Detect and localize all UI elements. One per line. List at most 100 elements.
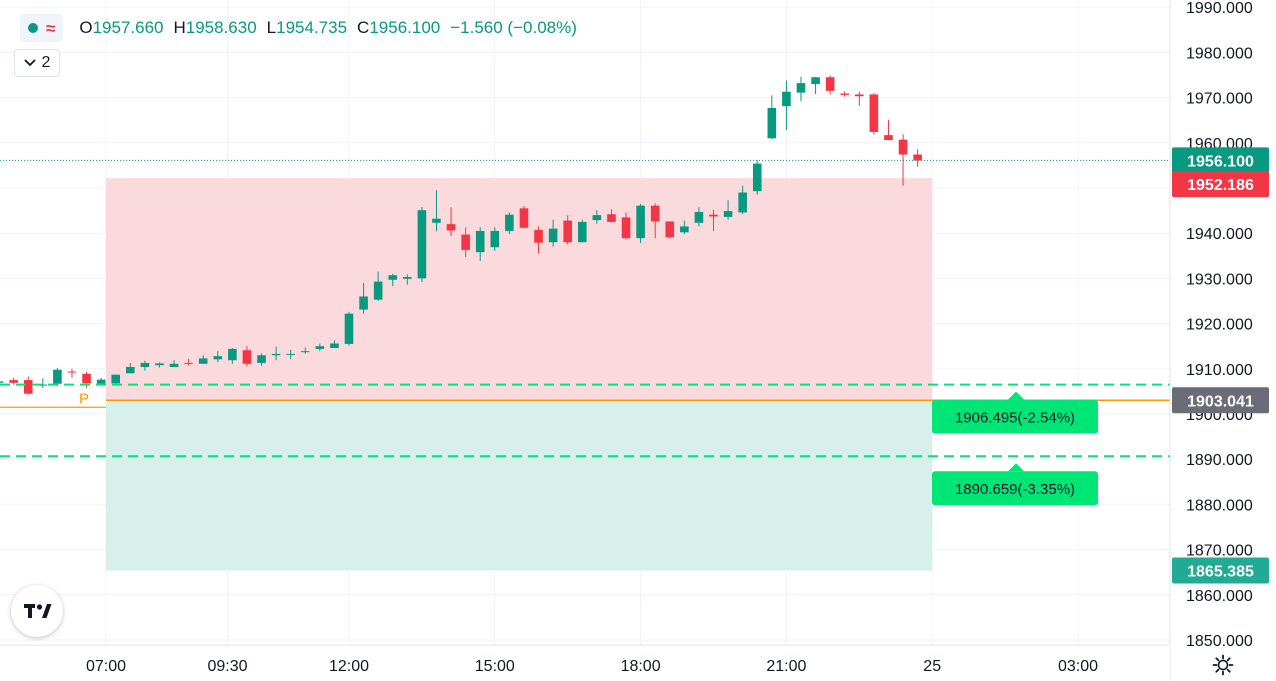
candle-body [96, 379, 106, 384]
price-tick-label: 1880.000 [1186, 497, 1253, 514]
order-label-text: 1906.495(-2.54%) [955, 410, 1075, 427]
candle-body [53, 369, 62, 384]
candle-body [9, 380, 18, 383]
candle-body [359, 296, 368, 310]
candle [913, 149, 922, 167]
candle [796, 76, 806, 102]
candle-body [898, 139, 908, 155]
candle [752, 160, 762, 195]
candle-body [811, 77, 820, 85]
candle [344, 311, 354, 346]
candle [490, 227, 500, 251]
candle-body [752, 163, 762, 192]
candle [709, 209, 718, 231]
price-tick-label: 1970.000 [1186, 91, 1253, 108]
candle [534, 226, 543, 254]
price-tick-label: 1920.000 [1186, 317, 1253, 334]
candle [738, 185, 747, 215]
price-tick-label: 1860.000 [1186, 588, 1253, 605]
price-tick-label: 1910.000 [1186, 362, 1253, 379]
candle [519, 206, 529, 229]
entry-price-badge[interactable] [1172, 387, 1269, 414]
order-label-box[interactable] [932, 471, 1098, 506]
price-tick-label: 1980.000 [1186, 45, 1253, 62]
close-value: C1956.100 [357, 18, 441, 37]
candle [884, 119, 893, 141]
candle [271, 346, 281, 361]
candle [505, 212, 514, 235]
candle [869, 93, 879, 135]
candle-body [184, 362, 193, 364]
candle-body [432, 218, 441, 223]
candle-body [271, 353, 281, 356]
candle [403, 274, 412, 285]
candle-body [155, 363, 164, 366]
settings-gear-icon[interactable] [1211, 653, 1235, 677]
candle [169, 360, 179, 367]
candle [563, 215, 572, 245]
candle-body [330, 343, 339, 349]
open-value: O1957.660 [79, 18, 164, 37]
current-price-badge[interactable] [1172, 147, 1269, 174]
candle-body [767, 107, 777, 139]
time-tick-label: 15:00 [475, 658, 515, 675]
candle [38, 378, 48, 388]
candle [767, 95, 777, 140]
price-tick-label: 1870.000 [1186, 543, 1253, 560]
candle [155, 362, 164, 368]
candle-body [140, 362, 150, 367]
candle [330, 340, 339, 349]
candle-body [534, 230, 543, 243]
candle [417, 206, 427, 283]
candle-body [636, 205, 645, 239]
candle-body [519, 208, 529, 228]
candle-body [388, 275, 398, 280]
candle-body [825, 77, 835, 91]
candle [636, 203, 645, 244]
candle [680, 220, 689, 235]
candle-body [169, 363, 179, 367]
candle [213, 351, 223, 363]
order-label-box[interactable] [932, 399, 1098, 434]
candle [446, 207, 456, 236]
candle-body [286, 353, 295, 355]
candle [694, 206, 704, 227]
change-value: −1.560 (−0.08%) [450, 18, 577, 37]
take-profit-zone [106, 400, 933, 571]
entry-price-badge-text: 1903.041 [1187, 393, 1254, 410]
approx-wave-icon: ≈ [46, 18, 56, 38]
candle-body [869, 94, 879, 132]
candle-body [257, 355, 266, 363]
candle-body [67, 371, 77, 373]
candle-body [782, 91, 791, 107]
candle-body [82, 373, 91, 384]
high-value: H1958.630 [173, 18, 257, 37]
target-price-badge[interactable] [1172, 557, 1269, 584]
indicator-count: 2 [41, 54, 51, 71]
stop-price-badge-text: 1952.186 [1187, 177, 1254, 194]
collapse-indicators-button[interactable]: 2 [14, 49, 60, 77]
candle-body [300, 351, 310, 353]
candle-body [607, 214, 616, 222]
candle-body [694, 211, 704, 223]
candle [9, 377, 18, 385]
candle-body [475, 230, 485, 253]
candle [23, 376, 33, 395]
candle-body [913, 154, 922, 161]
candle [577, 219, 587, 243]
candle-body [796, 83, 806, 93]
candle [607, 209, 616, 223]
candle-body [403, 277, 412, 279]
candle-body [680, 226, 689, 233]
stop-price-badge[interactable] [1172, 171, 1269, 198]
candle [855, 91, 864, 106]
time-axis-background [0, 645, 1170, 681]
legend-toggle[interactable]: ≈ [20, 14, 64, 42]
candle-body [228, 348, 237, 361]
time-tick-label: 09:30 [207, 658, 247, 675]
candle [592, 210, 602, 224]
candle [228, 348, 237, 364]
tradingview-logo[interactable] [11, 585, 63, 637]
candle-body [577, 221, 587, 243]
